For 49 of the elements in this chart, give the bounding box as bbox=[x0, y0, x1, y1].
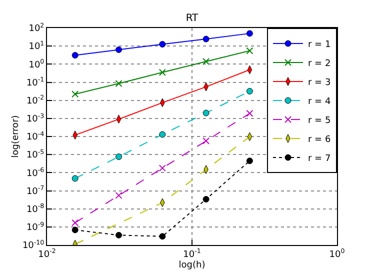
x-tick-label: 10$^{0}$ bbox=[329, 248, 345, 260]
point bbox=[202, 110, 210, 116]
point bbox=[116, 232, 122, 238]
y-tick-label: 10$^{-3}$ bbox=[26, 112, 44, 125]
y-tick-label: 10$^{-6}$ bbox=[26, 167, 44, 179]
point bbox=[159, 233, 166, 240]
point bbox=[72, 219, 79, 226]
point bbox=[202, 36, 210, 42]
point bbox=[116, 46, 122, 53]
chart-title: RT bbox=[186, 13, 200, 24]
point bbox=[72, 226, 78, 234]
point bbox=[202, 196, 210, 202]
point bbox=[159, 131, 166, 138]
point bbox=[159, 41, 166, 48]
point bbox=[246, 110, 254, 117]
legend-label: r = 1 bbox=[308, 40, 331, 50]
y-tick-label: 10$^{2}$ bbox=[28, 22, 44, 34]
y-tick-label: 10$^{-8}$ bbox=[26, 203, 44, 215]
legend-label: r = 6 bbox=[308, 135, 331, 146]
point bbox=[115, 80, 122, 88]
point bbox=[246, 47, 254, 54]
y-tick-label: 10$^{-4}$ bbox=[26, 130, 44, 143]
legend-label: r = 2 bbox=[308, 59, 331, 70]
point bbox=[72, 175, 78, 182]
point bbox=[202, 137, 210, 144]
y-axis-title: log(error) bbox=[10, 115, 21, 158]
point bbox=[246, 30, 253, 37]
point bbox=[246, 88, 253, 94]
point bbox=[246, 158, 253, 164]
point bbox=[72, 90, 79, 98]
y-tick-label: 10$^{-9}$ bbox=[26, 221, 44, 234]
y-tick-label: 10$^{-7}$ bbox=[26, 185, 44, 197]
y-tick-label: 10$^{-2}$ bbox=[26, 94, 44, 106]
point bbox=[72, 52, 78, 59]
y-tick-label: 10$^{-5}$ bbox=[26, 148, 44, 161]
point bbox=[115, 192, 122, 199]
point bbox=[116, 153, 122, 160]
legend-label: r = 3 bbox=[308, 78, 331, 88]
y-tick-label: 10$^{0}$ bbox=[28, 58, 44, 70]
x-axis-title: log(h) bbox=[178, 260, 206, 271]
x-tick-label: 10$^{-1}$ bbox=[183, 248, 201, 260]
legend-label: r = 7 bbox=[308, 154, 331, 164]
y-tick-label: 10$^{1}$ bbox=[28, 40, 44, 52]
point bbox=[158, 164, 166, 172]
point bbox=[158, 68, 166, 76]
y-tick-label: 10$^{-1}$ bbox=[26, 76, 44, 88]
legend-label: r = 5 bbox=[308, 116, 331, 126]
point bbox=[202, 58, 210, 66]
legend-label: r = 4 bbox=[308, 97, 331, 108]
